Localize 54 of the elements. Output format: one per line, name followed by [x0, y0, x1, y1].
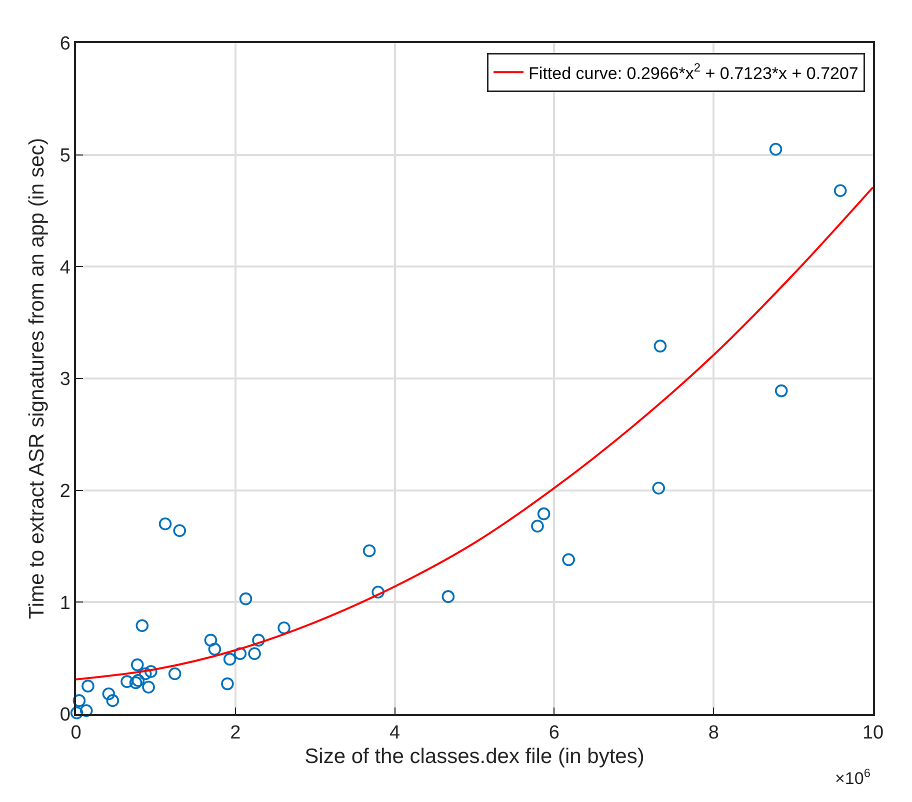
- x-tick-label: 10: [862, 722, 884, 744]
- point: [654, 340, 667, 352]
- point: [834, 184, 847, 198]
- line-series: [76, 186, 873, 680]
- y-axis-title: Time to extract ASR signatures from an app (in sec): [26, 138, 49, 620]
- y-tick-label: 6: [60, 34, 70, 55]
- x-tick-label: 6: [548, 722, 560, 744]
- point: [442, 590, 455, 603]
- point: [562, 553, 575, 566]
- point: [144, 665, 158, 678]
- y-tick-label: 4: [60, 257, 71, 278]
- point: [136, 619, 149, 632]
- point: [70, 706, 84, 720]
- point: [138, 667, 152, 680]
- legend-label: Fitted curve: 0.2966*x$^{2}$ + 0.7123*x + 0.7207: [528, 60, 858, 83]
- point: [372, 586, 384, 598]
- point: [82, 680, 94, 692]
- y-tick-label: 0: [60, 704, 70, 726]
- point: [652, 482, 666, 494]
- point: [278, 621, 290, 634]
- point: [142, 680, 155, 694]
- point: [221, 677, 234, 690]
- point: [204, 634, 218, 647]
- y-tick-label: 2: [60, 480, 70, 502]
- point: [168, 667, 182, 680]
- point: [239, 592, 252, 606]
- point: [132, 674, 145, 687]
- x-axis-title: Size of the classes.dex file (in bytes): [304, 745, 644, 768]
- point: [531, 520, 544, 533]
- text: ×10$^{6}$: [835, 766, 871, 788]
- x-tick-label: 8: [708, 722, 719, 744]
- point: [248, 647, 261, 660]
- point: [769, 142, 782, 156]
- point: [120, 675, 134, 688]
- x-tick-label: 2: [230, 722, 241, 744]
- y-tick-label: 5: [60, 145, 70, 166]
- point: [362, 544, 376, 558]
- point: [252, 634, 265, 647]
- point: [129, 676, 142, 690]
- y-tick-label: 3: [60, 369, 70, 390]
- y-tick-label: 1: [60, 592, 70, 614]
- point: [173, 524, 186, 537]
- point: [208, 642, 222, 656]
- point: [158, 517, 172, 530]
- point: [234, 647, 247, 660]
- point: [102, 687, 116, 700]
- point: [537, 507, 550, 520]
- point: [130, 658, 144, 672]
- point: [106, 694, 120, 707]
- point: [774, 384, 788, 398]
- x-tick-label: 4: [390, 722, 401, 744]
- point: [80, 704, 93, 718]
- point: [223, 652, 236, 666]
- point: [72, 694, 86, 707]
